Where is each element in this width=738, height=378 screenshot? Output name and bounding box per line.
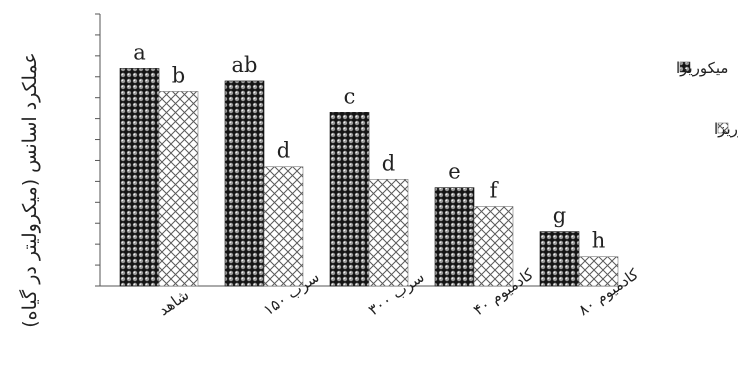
data-label-non-mycorrhiza-1: d: [277, 139, 290, 163]
bar-non-mycorrhiza-1: [263, 166, 304, 287]
bar-mycorrhiza-4: [539, 231, 580, 287]
data-label-non-mycorrhiza-0: b: [172, 63, 185, 87]
bar-mycorrhiza-1: [224, 80, 265, 287]
bar-mycorrhiza-0: [119, 68, 160, 287]
bar-non-mycorrhiza-0: [158, 91, 199, 287]
legend-label-mycorrhiza: میکوریزا: [676, 59, 728, 77]
bars: [119, 68, 619, 287]
data-label-mycorrhiza-1: ab: [232, 53, 258, 77]
data-label-mycorrhiza-3: e: [448, 160, 460, 184]
legend-swatch-mycorrhiza: [679, 61, 691, 73]
legend: میکوریزا غیرمیکوریزا: [676, 59, 738, 138]
data-label-non-mycorrhiza-2: d: [382, 151, 395, 175]
x-tick-label-0: شاهد: [155, 286, 192, 320]
data-label-non-mycorrhiza-3: f: [490, 178, 500, 202]
bar-non-mycorrhiza-3: [473, 206, 514, 287]
data-label-mycorrhiza-4: g: [553, 204, 566, 228]
data-label-mycorrhiza-2: c: [344, 84, 356, 108]
bar-mycorrhiza-2: [329, 112, 370, 287]
bar-non-mycorrhiza-2: [368, 178, 409, 287]
bar-non-mycorrhiza-4: [578, 256, 619, 287]
legend-label-non-mycorrhiza: غیرمیکوریزا: [714, 120, 738, 138]
legend-swatch-non-mycorrhiza: [717, 122, 729, 134]
y-axis-title: عملکرد اسانس (میکرولیتر در گیاه): [18, 52, 41, 328]
data-label-non-mycorrhiza-4: h: [592, 229, 606, 253]
data-label-mycorrhiza-0: a: [133, 40, 146, 64]
bar-mycorrhiza-3: [434, 187, 475, 287]
